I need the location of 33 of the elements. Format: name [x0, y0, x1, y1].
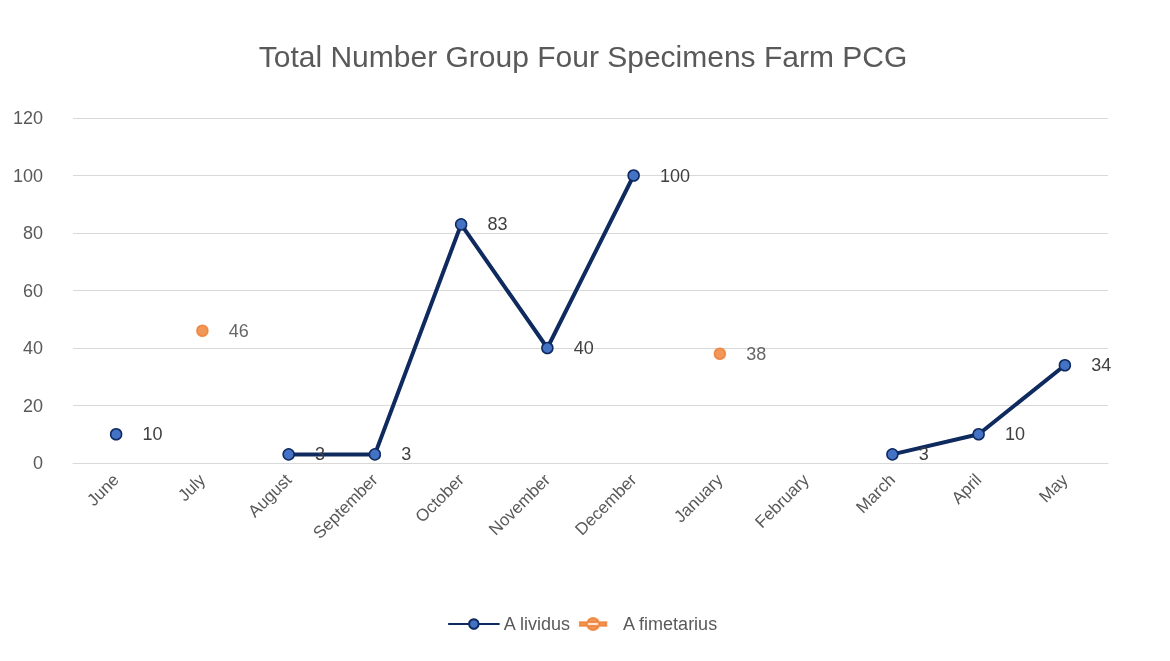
- data-label: 3: [401, 444, 412, 465]
- data-label: 34: [1091, 355, 1112, 376]
- y-tick-label: 100: [12, 165, 43, 186]
- data-label: 38: [746, 343, 767, 364]
- y-tick-label: 20: [22, 395, 43, 416]
- data-label: 3: [918, 444, 929, 465]
- point: [541, 341, 554, 355]
- chart-title: Total Number Group Four Specimens Farm PCG: [258, 39, 908, 73]
- point: [1058, 359, 1072, 372]
- point: [454, 218, 468, 231]
- data-label: 46: [228, 320, 249, 341]
- data-label: 83: [487, 214, 508, 235]
- y-tick-label: 40: [22, 338, 43, 358]
- y-tick-label: 60: [22, 280, 43, 301]
- point: [282, 448, 295, 461]
- y-tick-label: 0: [32, 453, 43, 473]
- point: [972, 428, 985, 441]
- point: [109, 428, 123, 441]
- point: [368, 448, 382, 461]
- x-tick-label: May: [1035, 469, 1072, 507]
- data-label: 10: [142, 424, 163, 445]
- y-tick-label: 120: [12, 108, 43, 128]
- point: [886, 448, 899, 461]
- legend-label: A lividus: [503, 614, 570, 634]
- data-label: 100: [659, 165, 690, 186]
- point: [627, 169, 640, 182]
- data-label: 40: [573, 338, 594, 358]
- x-tick-label: July: [174, 469, 210, 506]
- point: [196, 324, 209, 337]
- data-label: 10: [1004, 424, 1025, 445]
- legend-label: A fimetarius: [623, 614, 718, 634]
- point: [713, 347, 727, 360]
- y-tick-label: 80: [22, 223, 43, 243]
